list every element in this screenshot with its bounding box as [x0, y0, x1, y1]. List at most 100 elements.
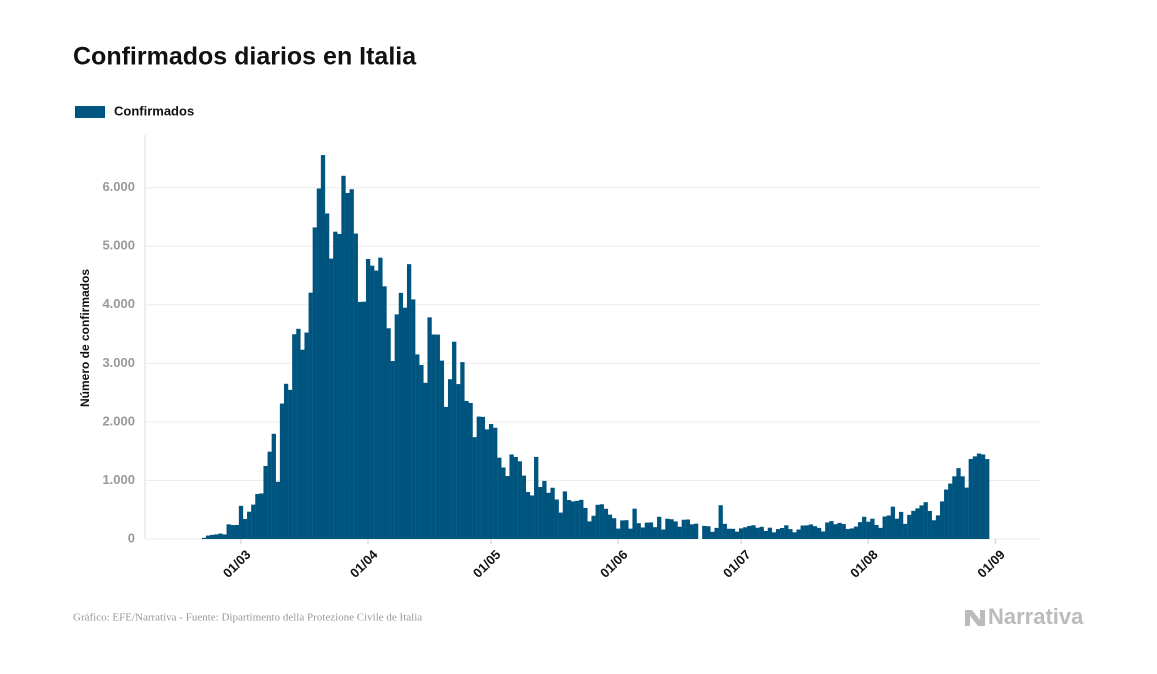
bar: [292, 334, 297, 539]
bar: [255, 493, 260, 539]
bar: [296, 328, 301, 539]
bar: [730, 528, 736, 539]
bar: [739, 528, 744, 539]
x-tick-label: 01/09: [974, 547, 1008, 581]
bar: [648, 522, 654, 539]
bar: [673, 521, 678, 539]
bar: [538, 487, 543, 539]
bar: [370, 265, 375, 539]
y-tick-label: 0: [128, 530, 135, 545]
bar: [894, 518, 900, 539]
bar: [976, 453, 982, 539]
bar: [849, 528, 855, 539]
bar: [669, 519, 674, 539]
bar: [862, 516, 867, 539]
bar: [939, 501, 945, 539]
bar: [452, 341, 457, 539]
legend-swatch: [75, 106, 105, 118]
bar: [624, 520, 629, 539]
bar: [837, 522, 842, 539]
bar: [435, 334, 440, 539]
bar: [382, 286, 387, 539]
bar: [529, 495, 535, 539]
bar: [689, 524, 695, 539]
bar: [759, 526, 764, 539]
bar: [554, 499, 559, 539]
bar: [706, 526, 711, 539]
bar: [767, 527, 773, 539]
bar: [501, 467, 506, 539]
bar: [935, 515, 941, 539]
bar: [710, 531, 715, 539]
bar: [944, 489, 949, 539]
bar: [460, 362, 465, 539]
bar: [206, 535, 211, 539]
bar: [870, 518, 875, 539]
bar: [575, 500, 580, 539]
bar: [603, 508, 609, 539]
bar: [546, 492, 551, 539]
bar: [534, 456, 539, 539]
bar: [398, 292, 404, 539]
y-tick-label: 4.000: [102, 296, 135, 311]
bar: [734, 531, 740, 539]
bar: [324, 213, 330, 539]
bar: [780, 527, 785, 539]
bar: [230, 525, 235, 539]
bar: [431, 334, 436, 539]
bar: [866, 521, 871, 539]
bar: [833, 524, 838, 539]
bar: [956, 468, 961, 539]
y-axis-label: Número de confirmados: [78, 269, 92, 407]
bar: [374, 270, 379, 539]
x-tick-label: 01/06: [597, 547, 631, 581]
bar: [829, 521, 834, 539]
x-tick-label: 01/07: [720, 547, 754, 581]
bar: [886, 515, 891, 539]
bar: [640, 527, 645, 539]
bar: [788, 529, 793, 539]
bar: [443, 406, 449, 539]
bar: [587, 521, 592, 539]
bar: [288, 389, 293, 539]
bar: [201, 537, 207, 539]
bar: [903, 523, 908, 539]
bar: [636, 523, 641, 539]
bar: [599, 504, 604, 539]
bar: [825, 522, 830, 539]
bar: [550, 487, 555, 539]
bar: [607, 514, 613, 539]
bar: [980, 454, 986, 539]
x-tick-label: 01/03: [220, 547, 254, 581]
bar: [480, 416, 486, 539]
bar: [283, 383, 289, 539]
bar: [214, 534, 219, 539]
bar: [427, 317, 432, 539]
bar: [275, 481, 281, 539]
bar: [304, 332, 309, 539]
bar: [349, 189, 354, 540]
bar: [423, 382, 428, 539]
bar: [345, 193, 350, 539]
bar: [665, 518, 670, 539]
bar: [509, 454, 514, 539]
y-tick-label: 5.000: [102, 238, 135, 253]
bar: [911, 510, 916, 539]
bar: [882, 516, 887, 539]
bar: [341, 175, 346, 539]
legend-label: Confirmados: [114, 103, 194, 118]
bar: [505, 476, 510, 539]
x-tick-label: 01/04: [347, 546, 381, 580]
bar: [616, 528, 621, 539]
bar: [583, 507, 588, 539]
bar: [562, 491, 568, 539]
bar: [570, 501, 576, 539]
bar: [784, 525, 789, 539]
bar: [406, 264, 412, 539]
bar: [591, 515, 596, 539]
bar: [386, 328, 391, 539]
logo-icon: [965, 610, 985, 626]
y-tick-label: 3.000: [102, 355, 135, 370]
bar: [915, 508, 920, 539]
